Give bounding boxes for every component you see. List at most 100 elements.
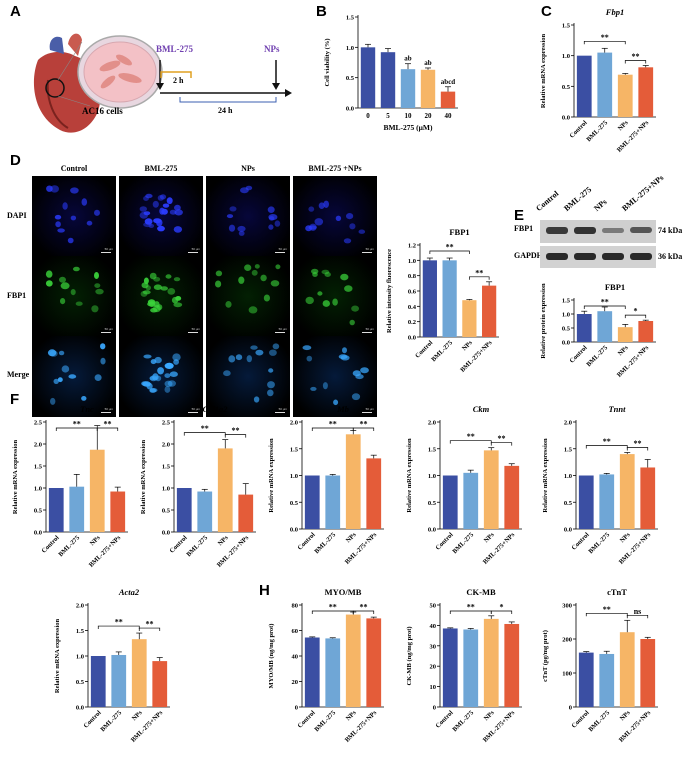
- significance-label: **: [104, 420, 112, 429]
- y-axis-label: Cell viability (%): [324, 38, 331, 86]
- y-tick-label: 2.5: [34, 420, 43, 427]
- y-tick-label: 20: [292, 679, 299, 686]
- significance-bracket: [469, 276, 490, 280]
- chart-title: CK-MB: [466, 587, 496, 597]
- x-tick-label: NPs: [619, 709, 632, 722]
- col-header-combo: BML-275 +NPs: [308, 164, 362, 173]
- scale-bar-label: 50 μm: [365, 327, 374, 331]
- y-tick-label: 0.6: [408, 289, 417, 296]
- cells-label: AC16 cells: [82, 106, 123, 116]
- panel-letter-f: F: [10, 391, 20, 408]
- y-tick-label: 0.0: [290, 527, 298, 534]
- chart-f-tnc: Tnc 0.0 0.5 1.0 1.5 2.0 2.5 Relative mRNA expre…: [12, 404, 128, 569]
- schematic-drawing: [33, 33, 292, 133]
- bar: [576, 314, 592, 342]
- scale-bar: [188, 332, 198, 333]
- col-header-control: Control: [60, 164, 88, 173]
- y-axis-label: CK-MB (ng/mg prot): [406, 626, 413, 685]
- panel-letter-e: E: [514, 207, 525, 224]
- bar: [48, 488, 64, 532]
- y-tick-label: 1.5: [346, 15, 355, 22]
- bar: [462, 300, 477, 337]
- scale-bar: [101, 412, 111, 413]
- chart-title: FBP1: [449, 227, 469, 237]
- chart-title: Tnc: [80, 404, 94, 414]
- significance-label: **: [467, 432, 475, 441]
- chart-g-ckm: Ckm 0.0 0.5 1.0 1.5 2.0 Relative mRNA expressi…: [406, 404, 522, 566]
- y-tick-label: 300: [562, 603, 572, 610]
- y-tick-label: 2.0: [564, 420, 572, 427]
- bar: [345, 434, 361, 529]
- micro-dapi-control: 50 μm: [32, 176, 116, 257]
- x-tick-label: NPs: [131, 709, 144, 722]
- micro-fbp-combo: 50 μm: [293, 256, 377, 337]
- y-axis-label: Relative mRNA expression: [540, 33, 547, 108]
- bar: [422, 260, 437, 337]
- y-tick-label: 0.5: [562, 326, 571, 333]
- panel-letter-c: C: [541, 3, 552, 20]
- significance-label: *: [634, 307, 638, 316]
- bar: [578, 652, 594, 707]
- chart-title: FBP1: [605, 282, 625, 292]
- significance-label: **: [329, 420, 337, 429]
- y-tick-label: 0.0: [162, 530, 170, 537]
- bar: [238, 494, 254, 532]
- bar: [597, 311, 613, 342]
- y-tick-label: 1.2: [408, 243, 416, 250]
- panel-letter-h: H: [259, 582, 270, 599]
- scale-bar-label: 50 μm: [278, 247, 287, 251]
- significance-label: **: [498, 434, 506, 443]
- y-tick-label: 0.4: [408, 304, 417, 311]
- significance-annotation: ab: [404, 55, 412, 63]
- y-tick-label: 1.0: [76, 654, 84, 661]
- y-tick-label: 0.5: [428, 500, 437, 507]
- y-tick-label: 1.5: [562, 298, 571, 305]
- y-tick-label: 40: [292, 654, 299, 661]
- bar: [325, 638, 341, 707]
- bar: [504, 623, 520, 707]
- chart-title: Acta2: [118, 587, 140, 597]
- bar: [110, 491, 126, 532]
- micro-fbp-control: 50 μm: [32, 256, 116, 337]
- band-fbp1-combo: [630, 227, 652, 233]
- time-2h-label: 2 h: [173, 76, 184, 85]
- bar: [504, 465, 520, 529]
- y-tick-label: 200: [562, 637, 572, 644]
- chart-title: Col1a2: [202, 404, 228, 414]
- significance-bracket: [490, 610, 513, 614]
- significance-bracket: [183, 432, 226, 436]
- y-tick-label: 0.8: [408, 273, 417, 280]
- micro-merge-nps: 50 μm: [206, 336, 290, 417]
- significance-label: **: [329, 603, 337, 612]
- scale-bar: [101, 252, 111, 253]
- significance-bracket: [583, 305, 626, 309]
- y-tick-label: 0: [295, 705, 298, 712]
- row-label-fbp1: FBP1: [7, 291, 27, 300]
- significance-annotation: ab: [424, 59, 432, 67]
- bar: [420, 69, 436, 108]
- col-header-nps: NPs: [241, 164, 255, 173]
- bar: [400, 69, 416, 108]
- x-tick-label: BML-275: [313, 709, 337, 733]
- bar: [482, 285, 497, 337]
- band-gapdh-combo: [630, 253, 652, 260]
- schematic-panel: AC16 cells BML-275 NPs 2 h 24 h: [20, 20, 310, 145]
- significance-label: **: [603, 437, 611, 446]
- bar: [345, 614, 361, 707]
- size-label-74kda: 74 kDa: [658, 226, 683, 235]
- micro-merge-bml275: 50 μm: [119, 336, 203, 417]
- y-tick-label: 1.5: [34, 464, 43, 471]
- y-axis-label: MYO/MB (ng/mg prot): [268, 624, 275, 689]
- y-tick-label: 0: [569, 705, 572, 712]
- scale-bar: [188, 252, 198, 253]
- y-tick-label: 1.0: [564, 473, 572, 480]
- micro-merge-combo: 50 μm: [293, 336, 377, 417]
- col-header-bml275: BML-275: [144, 164, 178, 173]
- bar: [380, 52, 396, 108]
- x-tick-label: NPs: [483, 709, 496, 722]
- chart-f-acta2: Acta2 0.0 0.5 1.0 1.5 2.0 Relative mRNA expres…: [54, 587, 170, 744]
- significance-label: **: [232, 426, 240, 435]
- x-tick-label: BML-275: [185, 534, 209, 558]
- y-tick-label: 1.0: [562, 312, 570, 319]
